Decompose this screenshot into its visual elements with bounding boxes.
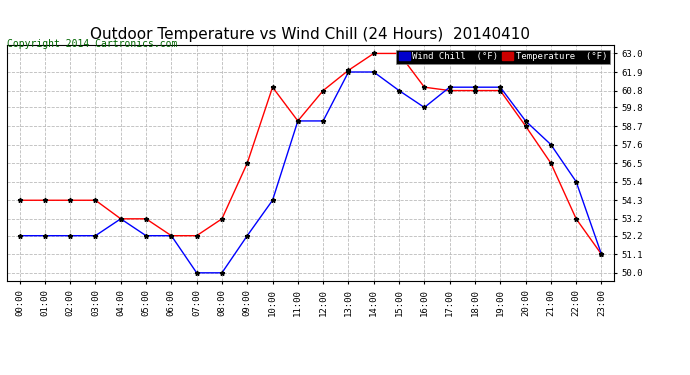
Text: Copyright 2014 Cartronics.com: Copyright 2014 Cartronics.com [7,39,177,50]
Legend: Wind Chill  (°F), Temperature  (°F): Wind Chill (°F), Temperature (°F) [396,50,609,64]
Title: Outdoor Temperature vs Wind Chill (24 Hours)  20140410: Outdoor Temperature vs Wind Chill (24 Ho… [90,27,531,42]
